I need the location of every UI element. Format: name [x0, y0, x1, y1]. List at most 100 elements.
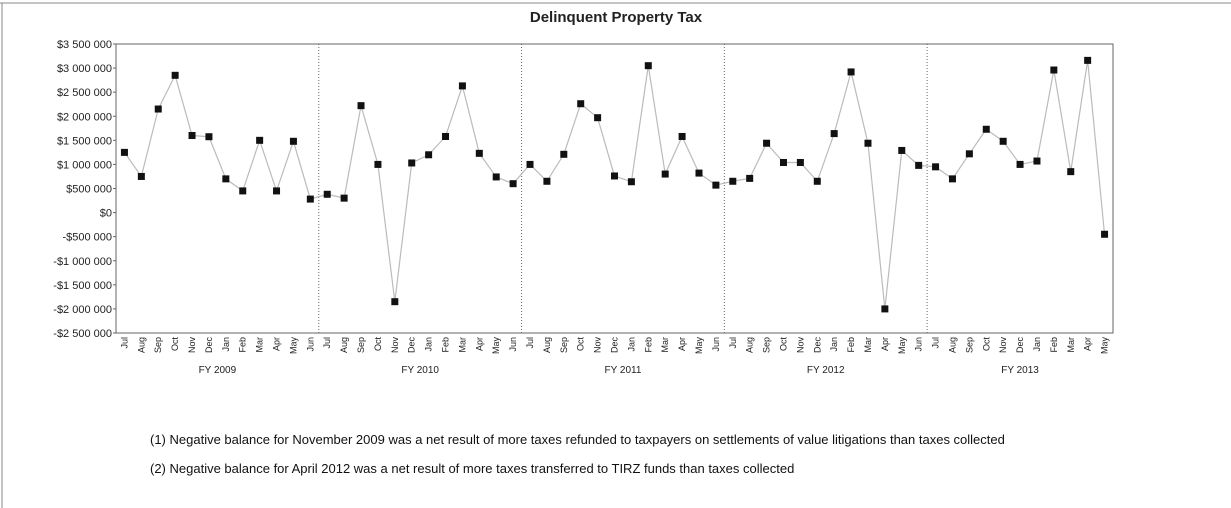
x-tick-label: Sep: [559, 337, 569, 353]
x-tick-label: Feb: [643, 337, 653, 353]
point-marker: [340, 194, 348, 202]
y-tick-label: $500 000: [66, 184, 112, 196]
point-marker: [137, 172, 145, 180]
x-tick-label: Aug: [339, 337, 349, 353]
point-marker: [864, 139, 872, 147]
x-tick-label: Feb: [1049, 337, 1059, 353]
point-marker: [154, 105, 162, 113]
group-label: FY 2011: [605, 365, 642, 376]
point-marker: [881, 305, 889, 313]
y-tick-label: $2 500 000: [57, 87, 112, 99]
x-tick-label: Oct: [981, 337, 991, 352]
x-tick-label: Aug: [947, 337, 957, 353]
point-marker: [965, 150, 973, 158]
point-marker: [1084, 56, 1092, 64]
x-tick-label: Dec: [407, 337, 417, 354]
point-marker: [594, 114, 602, 122]
x-tick-label: Jul: [119, 337, 129, 349]
x-tick-label: Mar: [660, 337, 670, 353]
point-marker: [712, 181, 720, 189]
x-tick-label: Mar: [863, 337, 873, 353]
note: (2) Negative balance for April 2012 was …: [150, 461, 795, 476]
x-tick-label: Mar: [457, 337, 467, 353]
point-marker: [611, 172, 618, 180]
point-marker: [948, 175, 956, 183]
point-marker: [1016, 160, 1024, 168]
group-label: FY 2010: [401, 365, 439, 376]
point-marker: [357, 102, 365, 110]
x-tick-label: Oct: [170, 337, 180, 352]
point-marker: [171, 71, 179, 79]
x-tick-label: Feb: [238, 337, 248, 353]
point-marker: [763, 139, 771, 147]
x-tick-label: Oct: [373, 337, 383, 352]
x-tick-label: Apr: [880, 337, 890, 351]
x-tick-label: Feb: [441, 337, 451, 353]
x-tick-label: Aug: [542, 337, 552, 353]
x-tick-label: Jan: [1032, 337, 1042, 352]
point-marker: [847, 68, 855, 76]
point-marker: [306, 195, 314, 203]
y-tick-label: $2 000 000: [57, 111, 112, 123]
point-marker: [560, 150, 568, 158]
x-tick-label: Jun: [914, 337, 924, 352]
x-tick-label: Dec: [204, 337, 214, 354]
point-marker: [256, 136, 264, 144]
x-tick-label: May: [1100, 337, 1110, 355]
x-tick-label: Sep: [762, 337, 772, 353]
x-tick-label: Jun: [711, 337, 721, 352]
point-marker: [222, 175, 230, 183]
x-tick-label: Oct: [576, 337, 586, 352]
x-tick-label: Apr: [272, 337, 282, 351]
x-tick-label: Sep: [964, 337, 974, 353]
y-tick-label: $3 500 000: [57, 39, 112, 51]
x-tick-label: Apr: [677, 337, 687, 351]
point-marker: [442, 132, 450, 140]
x-tick-label: Oct: [778, 337, 788, 352]
chart-title: Delinquent Property Tax: [530, 9, 703, 26]
x-tick-label: Nov: [998, 337, 1008, 354]
point-marker: [915, 161, 923, 169]
point-marker: [526, 160, 534, 168]
x-tick-label: Aug: [136, 337, 146, 353]
point-marker: [120, 148, 128, 156]
x-tick-label: Nov: [390, 337, 400, 354]
point-marker: [695, 169, 703, 177]
x-tick-label: Mar: [255, 337, 265, 353]
x-tick-label: Jul: [931, 337, 941, 349]
point-marker: [678, 132, 686, 140]
x-tick-label: Jan: [221, 337, 231, 352]
x-tick-label: Apr: [1083, 337, 1093, 351]
group-label: FY 2009: [199, 365, 237, 376]
point-marker: [779, 158, 787, 166]
y-tick-label: $3 000 000: [57, 63, 112, 75]
point-marker: [999, 137, 1007, 145]
y-tick-label: -$2 000 000: [53, 304, 112, 316]
point-marker: [982, 125, 990, 133]
point-marker: [627, 178, 635, 186]
x-tick-label: May: [897, 337, 907, 355]
point-marker: [425, 151, 433, 159]
x-tick-label: Jul: [322, 337, 332, 349]
x-tick-label: Dec: [812, 337, 822, 354]
group-label: FY 2012: [807, 365, 845, 376]
series-line: [123, 60, 1106, 309]
point-marker: [289, 137, 297, 145]
point-marker: [577, 100, 585, 108]
point-marker: [458, 82, 466, 90]
x-tick-label: Aug: [745, 337, 755, 353]
x-tick-label: Dec: [610, 337, 620, 354]
point-marker: [323, 190, 331, 198]
x-tick-label: Mar: [1066, 337, 1076, 353]
x-tick-label: Sep: [356, 337, 366, 353]
x-tick-label: Nov: [795, 337, 805, 354]
point-marker: [374, 160, 382, 168]
group-label: FY 2013: [1001, 365, 1039, 376]
x-tick-label: Jun: [305, 337, 315, 352]
y-tick-label: -$500 000: [62, 232, 112, 244]
x-tick-label: May: [288, 337, 298, 355]
y-tick-label: $1 500 000: [57, 135, 112, 147]
point-marker: [729, 177, 737, 185]
